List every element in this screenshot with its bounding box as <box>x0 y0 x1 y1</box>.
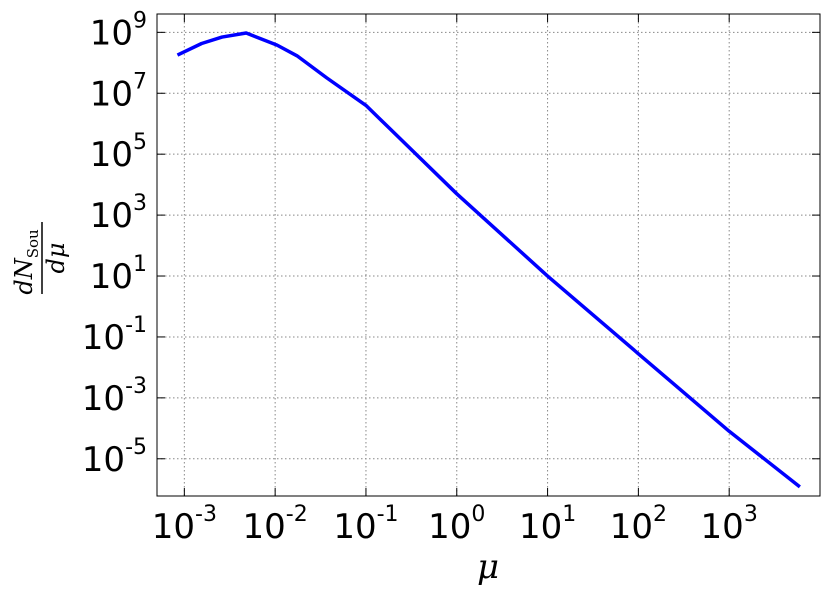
x-tick-exponent: -3 <box>195 502 217 527</box>
y-tick-base: 10 <box>90 257 133 297</box>
y-label-denominator: dμ <box>42 243 70 274</box>
x-tick-exponent: -1 <box>377 502 399 527</box>
y-tick-label: 10-3 <box>82 374 147 419</box>
y-tick-exponent: 5 <box>133 130 147 155</box>
x-tick-base: 10 <box>333 507 376 547</box>
x-tick-label: 102 <box>610 502 667 547</box>
x-tick-label: 10-2 <box>243 502 308 547</box>
y-tick-base: 10 <box>90 13 133 53</box>
x-tick-exponent: 0 <box>471 502 485 527</box>
x-tick-exponent: 1 <box>562 502 576 527</box>
y-tick-exponent: 1 <box>133 252 147 277</box>
plot-frame <box>156 13 821 497</box>
y-tick-base: 10 <box>90 74 133 114</box>
y-tick-base: 10 <box>82 440 125 480</box>
x-tick-exponent: 3 <box>744 502 758 527</box>
x-tick-base: 10 <box>519 507 562 547</box>
data-line <box>176 31 801 489</box>
y-tick-label: 10-5 <box>82 435 147 480</box>
y-tick-label: 103 <box>90 191 147 236</box>
x-tick-base: 10 <box>152 507 195 547</box>
y-tick-base: 10 <box>82 318 125 358</box>
y-label-numerator: dNSou <box>10 229 42 295</box>
y-tick-exponent: 3 <box>133 191 147 216</box>
x-tick-label: 10-3 <box>152 502 217 547</box>
y-tick-base: 10 <box>82 379 125 419</box>
x-tick-label: 103 <box>701 502 758 547</box>
x-axis-label: μ <box>477 547 499 587</box>
y-tick-exponent: 7 <box>133 69 147 94</box>
x-tick-label: 10-1 <box>333 502 398 547</box>
y-tick-label: 101 <box>90 252 147 297</box>
y-tick-label: 10-1 <box>82 313 147 358</box>
y-tick-exponent: -3 <box>125 374 147 399</box>
y-tick-exponent: -5 <box>125 435 147 460</box>
x-tick-base: 10 <box>610 507 653 547</box>
y-tick-label: 109 <box>90 8 147 53</box>
x-tick-label: 100 <box>428 502 485 547</box>
y-tick-label: 105 <box>90 130 147 175</box>
x-tick-base: 10 <box>701 507 744 547</box>
x-tick-base: 10 <box>243 507 286 547</box>
y-tick-label: 107 <box>90 69 147 114</box>
y-label-numerator-text: dN <box>10 257 38 294</box>
x-tick-base: 10 <box>428 507 471 547</box>
y-label-subscript: Sou <box>24 229 42 258</box>
y-tick-base: 10 <box>90 196 133 236</box>
y-tick-exponent: -1 <box>125 313 147 338</box>
x-tick-label: 101 <box>519 502 576 547</box>
y-axis-label: dNSou dμ <box>10 222 70 295</box>
y-tick-exponent: 9 <box>133 8 147 33</box>
y-tick-base: 10 <box>90 135 133 175</box>
x-tick-exponent: -2 <box>286 502 308 527</box>
x-tick-exponent: 2 <box>653 502 667 527</box>
